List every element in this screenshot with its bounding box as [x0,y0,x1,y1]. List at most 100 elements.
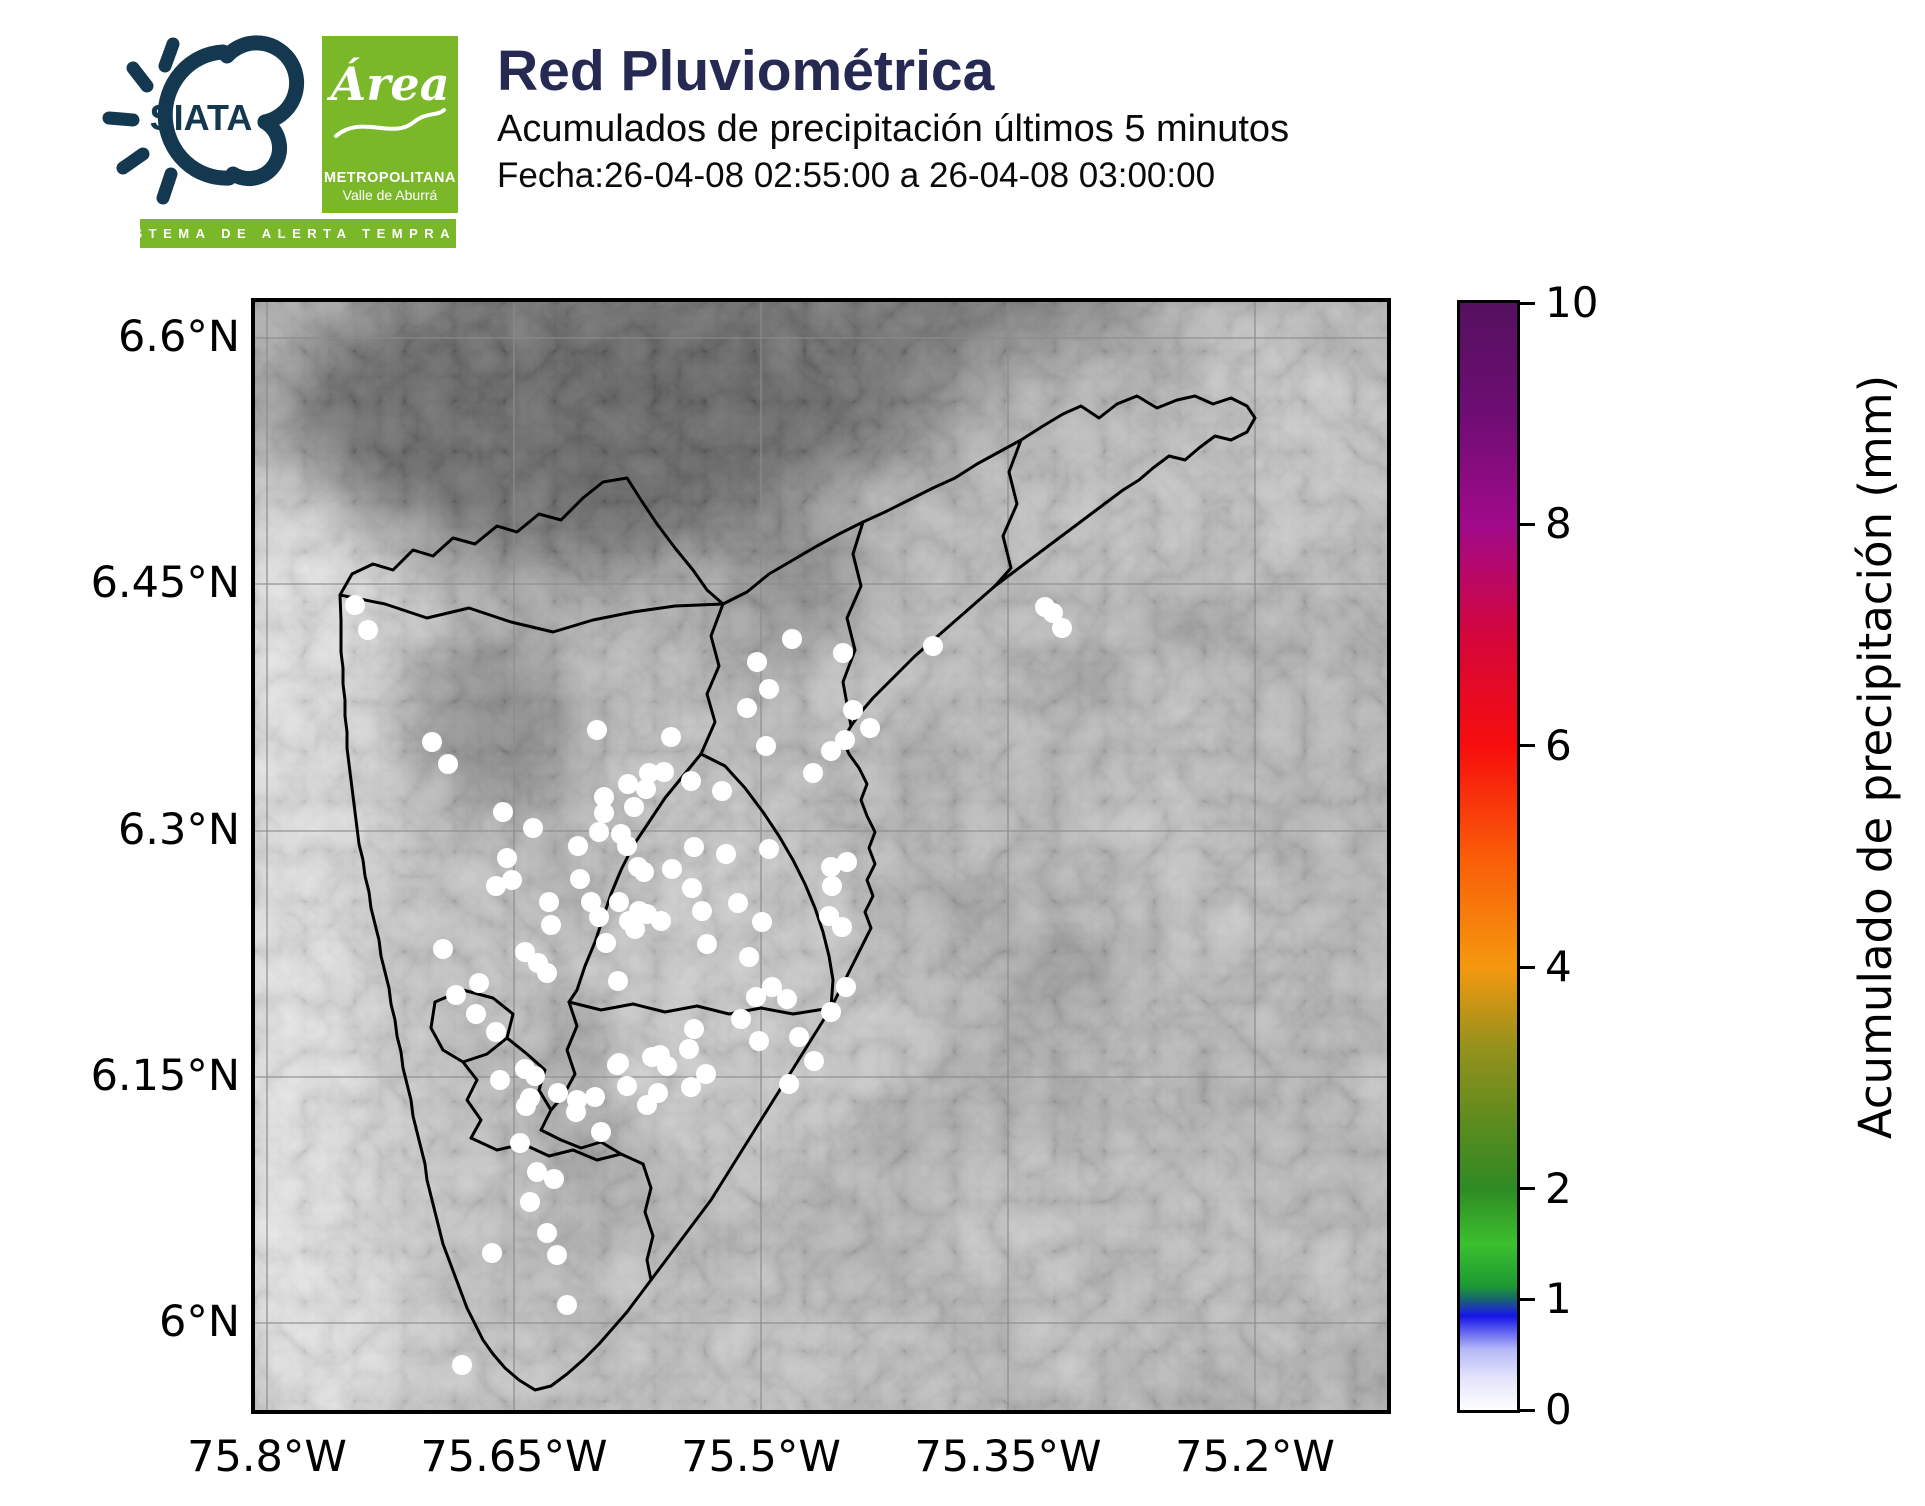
y-tick-label: 6.3°N [117,805,240,855]
area-logo-line2: Valle de Aburrá [342,187,438,203]
station-dot [821,1002,841,1022]
station-dot [539,892,559,912]
municipality-boundary [641,1162,655,1282]
station-dot [486,1022,506,1042]
station-dot [587,720,607,740]
station-dot [639,763,659,783]
station-dot [469,973,489,993]
area-metropolitana-logo: Área METROPOLITANA Valle de Aburrá [322,36,458,213]
station-dot [752,912,772,932]
station-dot [594,787,614,807]
station-dot [661,727,681,747]
area-logo-script: Área [330,57,450,111]
colorbar-tick-mark [1520,965,1535,969]
map-frame [251,298,1391,1414]
station-dot [433,939,453,959]
station-dot [617,836,637,856]
station-dot [589,822,609,842]
station-dot [782,629,802,649]
siata-cloud-left-arc [157,44,237,186]
station-dot [716,844,736,864]
station-dot [422,732,442,752]
station-dot [692,901,712,921]
station-dot [731,1009,751,1029]
station-dot [520,1192,540,1212]
station-dot [625,919,645,939]
station-dot [837,852,857,872]
municipality-boundary [993,438,1023,588]
station-dot [819,906,839,926]
station-dot [570,869,590,889]
colorbar-tick-mark [1520,522,1535,526]
station-dot [525,1066,545,1086]
station-dot [789,1027,809,1047]
municipality-boundary [429,988,515,1064]
station-dot [650,1045,670,1065]
station-dot [712,781,732,801]
station-dot [651,911,671,931]
station-dot [446,985,466,1005]
colorbar-tick-mark [1520,301,1535,305]
terrain-image [255,302,1387,1410]
station-dot [466,1004,486,1024]
station-dot [547,1245,567,1265]
municipality-boundary [469,1136,645,1166]
x-tick-label: 75.8°W [187,1432,347,1482]
station-dot [684,837,704,857]
station-dot [537,963,557,983]
station-dot [617,1076,637,1096]
station-dot [636,779,656,799]
municipality-boundary [338,593,725,634]
municipality-boundary [567,1000,833,1016]
station-dot [490,1070,510,1090]
station-dot [541,915,561,935]
page-subtitle: Acumulados de precipitación últimos 5 mi… [497,108,1290,150]
station-dot [438,754,458,774]
station-dot [759,679,779,699]
alert-banner: SISTEMA DE ALERTA TEMPRANA [108,219,481,248]
map-canvas [255,302,1387,1410]
x-tick-label: 75.2°W [1175,1432,1335,1482]
colorbar-tick-label: 0 [1545,1385,1572,1434]
station-dot [923,636,943,656]
station-dot [589,907,609,927]
station-dot [662,859,682,879]
station-dot [624,797,644,817]
colorbar-tick-label: 4 [1545,942,1572,992]
station-dot [679,1039,699,1059]
station-dots [345,595,1072,1375]
station-dot [510,1133,530,1153]
station-dot [737,698,757,718]
station-dot [833,643,853,663]
station-dot [822,876,842,896]
y-tick-label: 6.15°N [90,1051,240,1101]
station-dot [843,700,863,720]
station-dot [804,1051,824,1071]
station-dot [452,1355,472,1375]
station-dot [654,762,674,782]
station-dot [835,730,855,750]
station-dot [682,878,702,898]
station-dot [821,741,841,761]
colorbar-tick-mark [1520,1187,1535,1191]
station-dot [581,892,601,912]
station-dot [749,1031,769,1051]
colorbar [1457,300,1520,1413]
station-dot [482,1243,502,1263]
station-dot [607,1055,627,1075]
area-logo-line1: METROPOLITANA [324,170,456,186]
y-tick-label: 6.6°N [117,312,240,362]
station-dot [568,836,588,856]
municipality-boundary [539,1128,623,1156]
colorbar-tick-mark [1520,744,1535,748]
colorbar-tick-label: 6 [1545,720,1572,770]
colorbar-tick-mark [1520,1408,1535,1412]
station-dot [497,848,517,868]
municipality-boundary [567,752,703,1004]
colorbar-tick-mark [1520,1297,1535,1301]
station-dot [493,802,513,822]
station-dot [697,934,717,954]
siata-logo: SIATA [102,35,305,205]
station-dot [486,876,506,896]
